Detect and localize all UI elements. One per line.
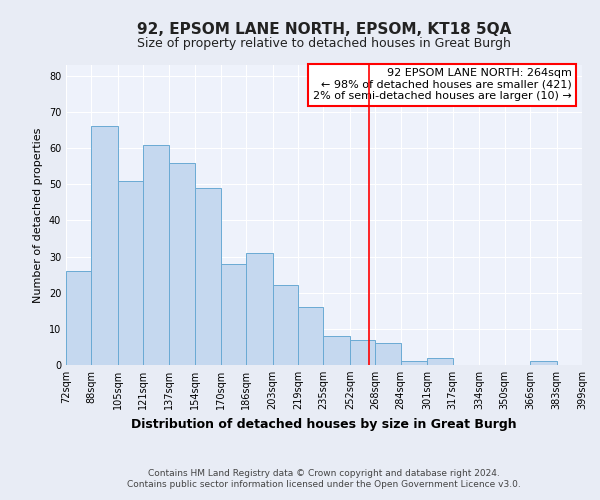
Text: 92, EPSOM LANE NORTH, EPSOM, KT18 5QA: 92, EPSOM LANE NORTH, EPSOM, KT18 5QA xyxy=(137,22,511,38)
Bar xyxy=(196,188,221,365)
Text: Size of property relative to detached houses in Great Burgh: Size of property relative to detached ho… xyxy=(137,38,511,51)
Bar xyxy=(427,358,452,365)
Bar xyxy=(118,180,143,365)
Text: Contains public sector information licensed under the Open Government Licence v3: Contains public sector information licen… xyxy=(127,480,521,489)
Bar xyxy=(246,253,273,365)
Text: 92 EPSOM LANE NORTH: 264sqm
← 98% of detached houses are smaller (421)
2% of sem: 92 EPSOM LANE NORTH: 264sqm ← 98% of det… xyxy=(313,68,572,101)
Bar xyxy=(401,362,427,365)
Bar xyxy=(143,144,169,365)
Bar xyxy=(350,340,375,365)
Bar xyxy=(530,362,557,365)
Bar xyxy=(221,264,246,365)
Bar xyxy=(273,286,298,365)
Y-axis label: Number of detached properties: Number of detached properties xyxy=(33,128,43,302)
Bar xyxy=(91,126,118,365)
Bar xyxy=(66,271,91,365)
Bar xyxy=(169,162,196,365)
X-axis label: Distribution of detached houses by size in Great Burgh: Distribution of detached houses by size … xyxy=(131,418,517,430)
Bar xyxy=(298,307,323,365)
Bar xyxy=(323,336,350,365)
Bar xyxy=(375,344,401,365)
Text: Contains HM Land Registry data © Crown copyright and database right 2024.: Contains HM Land Registry data © Crown c… xyxy=(148,468,500,477)
